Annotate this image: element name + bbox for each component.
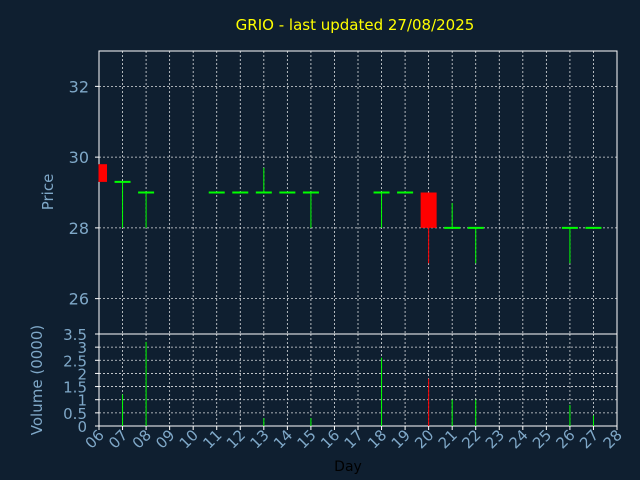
x-tick-label: 21 <box>435 426 461 452</box>
chart-title: GRIO - last updated 27/08/2025 <box>236 16 475 34</box>
x-tick-label: 10 <box>176 426 202 452</box>
x-tick-label: 11 <box>199 426 225 452</box>
x-axis-label: Day <box>334 459 362 475</box>
x-tick-label: 28 <box>600 426 626 452</box>
x-ticks: 0607080910111213141516171819202122232425… <box>82 426 626 452</box>
volume-y-tick-label: 0 <box>77 418 87 436</box>
price-y-tick-label: 30 <box>69 148 89 167</box>
price-y-tick-label: 26 <box>69 290 89 309</box>
price-y-ticks: 26 28 30 32 <box>69 77 99 309</box>
price-y-tick-label: 32 <box>69 77 89 96</box>
volume-y-tick-label: 2 <box>77 365 87 383</box>
x-tick-label: 12 <box>223 426 249 452</box>
price-axis-label: Price <box>39 174 57 211</box>
volume-y-tick-label: 2.5 <box>63 352 87 370</box>
candle-body <box>99 164 107 182</box>
price-y-tick-label: 28 <box>69 219 89 238</box>
x-tick-label: 26 <box>553 426 579 452</box>
x-tick-label: 16 <box>317 426 343 452</box>
x-tick-label: 25 <box>529 426 555 452</box>
x-tick-label: 20 <box>411 426 437 452</box>
x-tick-label: 17 <box>341 426 367 452</box>
volume-y-tick-label: 0.5 <box>63 405 87 423</box>
volume-y-tick-label: 1 <box>77 392 87 410</box>
x-tick-label: 22 <box>458 426 484 452</box>
volume-y-tick-label: 3.5 <box>63 326 87 344</box>
x-tick-label: 24 <box>505 426 531 452</box>
volume-grid <box>98 333 618 427</box>
x-tick-label: 07 <box>105 426 131 452</box>
price-candles <box>98 164 602 264</box>
x-tick-label: 19 <box>388 426 414 452</box>
x-tick-label: 23 <box>482 426 508 452</box>
volume-y-ticks: 00.511.522.533.5 <box>63 326 99 436</box>
candle-body <box>420 192 437 228</box>
volume-y-tick-label: 3 <box>77 339 87 357</box>
price-grid <box>98 51 618 334</box>
volume-y-tick-label: 1.5 <box>63 379 87 397</box>
x-tick-label: 27 <box>576 426 602 452</box>
x-tick-label: 08 <box>129 426 155 452</box>
x-tick-label: 14 <box>270 426 296 452</box>
x-tick-label: 13 <box>246 426 272 452</box>
x-tick-label: 09 <box>152 426 178 452</box>
volume-axis-label: Volume (0000) <box>28 325 46 435</box>
x-tick-label: 18 <box>364 426 390 452</box>
volume-bars <box>122 341 594 426</box>
x-tick-label: 15 <box>294 426 320 452</box>
